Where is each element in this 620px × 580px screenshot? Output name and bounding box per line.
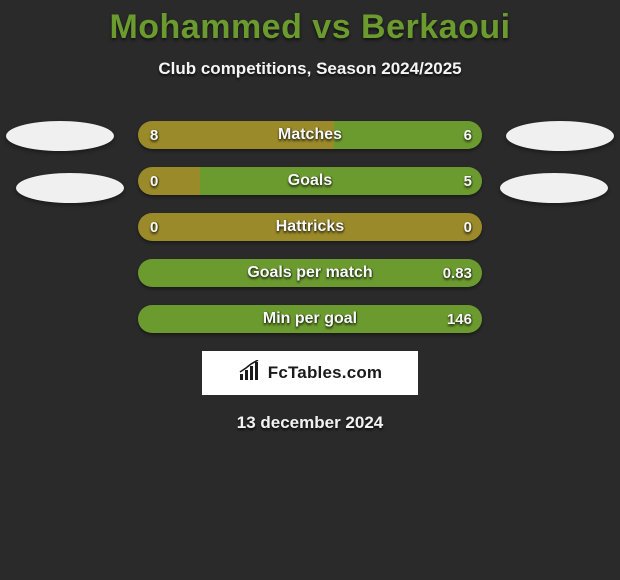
- bar-right-fill: [334, 121, 482, 149]
- left-player-marker-2: [16, 173, 124, 203]
- bar-row: Matches86: [138, 121, 482, 149]
- brand-badge[interactable]: FcTables.com: [202, 351, 418, 395]
- bar-left-fill: [138, 121, 334, 149]
- bar-left-fill: [138, 167, 200, 195]
- chart-icon: [238, 360, 262, 387]
- brand-text: FcTables.com: [268, 363, 383, 383]
- comparison-page: Mohammed vs Berkaoui Club competitions, …: [0, 0, 620, 580]
- left-player-marker-1: [6, 121, 114, 151]
- right-player-marker-1: [506, 121, 614, 151]
- bar-right-fill: [200, 167, 482, 195]
- bar-row: Goals per match0.83: [138, 259, 482, 287]
- right-player-marker-2: [500, 173, 608, 203]
- bar-row: Min per goal146: [138, 305, 482, 333]
- bar-right-fill: [138, 259, 482, 287]
- bar-row: Hattricks00: [138, 213, 482, 241]
- date-text: 13 december 2024: [0, 413, 620, 433]
- comparison-bars: Matches86 Goals05 Hattricks00 Goals per mat…: [138, 121, 482, 333]
- bar-right-fill: [138, 305, 482, 333]
- bar-row: Goals05: [138, 167, 482, 195]
- page-subtitle: Club competitions, Season 2024/2025: [0, 59, 620, 79]
- bar-left-fill: [138, 213, 482, 241]
- page-title: Mohammed vs Berkaoui: [0, 0, 620, 47]
- chart-area: Matches86 Goals05 Hattricks00 Goals per mat…: [0, 121, 620, 333]
